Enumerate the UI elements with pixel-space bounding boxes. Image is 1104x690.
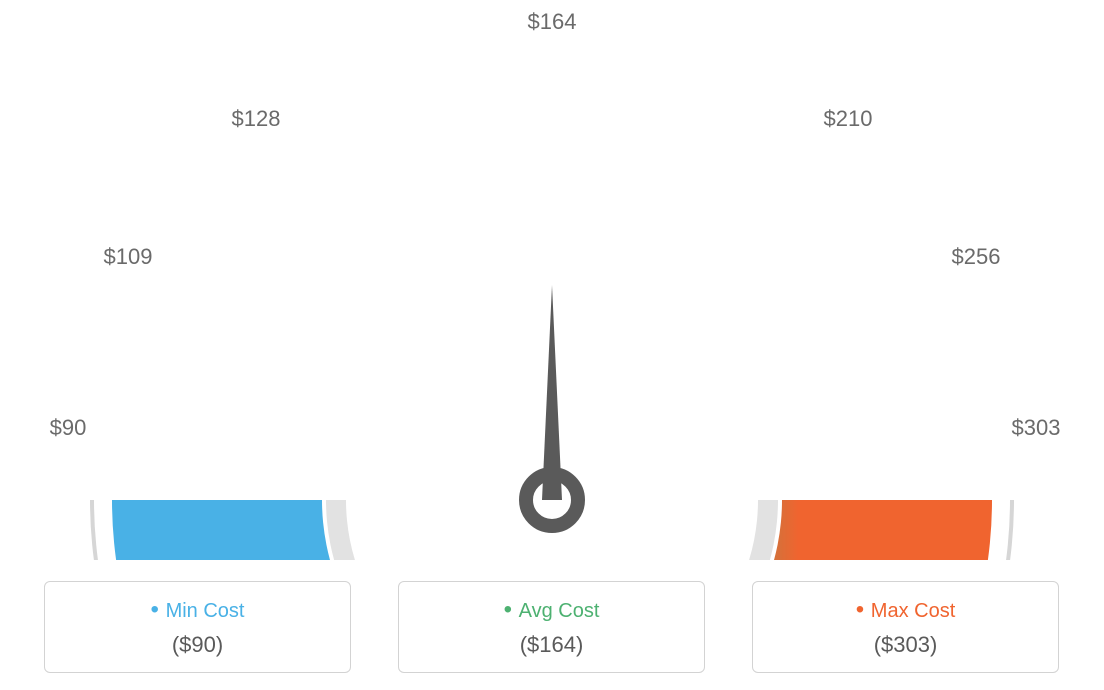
gauge-tick-label: $210	[824, 106, 873, 132]
gauge-tick-label: $164	[528, 9, 577, 35]
legend-min-value: ($90)	[45, 632, 350, 658]
legend-avg-cost: Avg Cost ($164)	[398, 581, 705, 673]
legend-max-value: ($303)	[753, 632, 1058, 658]
legend-avg-value: ($164)	[399, 632, 704, 658]
gauge-tick-label: $128	[232, 106, 281, 132]
legend-max-label: Max Cost	[753, 596, 1058, 624]
legend-min-cost: Min Cost ($90)	[44, 581, 351, 673]
gauge-area: $90 $109 $128 $164 $210 $256 $303	[0, 0, 1104, 560]
cost-gauge-chart: $90 $109 $128 $164 $210 $256 $303 Min Cost ($9…	[0, 0, 1104, 690]
gauge-tick-label: $303	[1012, 415, 1061, 441]
legend-avg-label: Avg Cost	[399, 596, 704, 624]
gauge-tick-label: $90	[50, 415, 87, 441]
gauge-tick-label: $109	[104, 244, 153, 270]
legend-min-label: Min Cost	[45, 596, 350, 624]
gauge-svg	[0, 0, 1104, 560]
gauge-tick-label: $256	[952, 244, 1001, 270]
legend-max-cost: Max Cost ($303)	[752, 581, 1059, 673]
